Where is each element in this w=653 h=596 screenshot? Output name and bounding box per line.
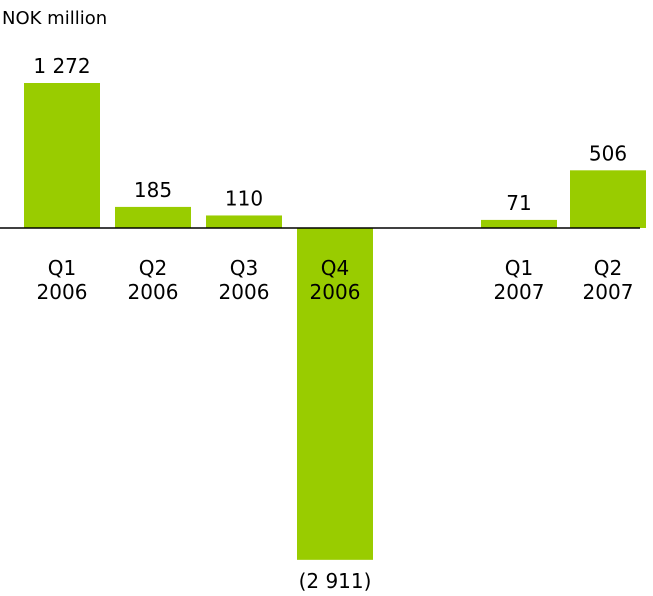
value-label-2: 110 [225,186,263,210]
bar-5 [570,170,646,228]
category-label-2-line-0: Q3 [230,256,258,280]
bar-0 [24,83,100,228]
category-label-5-line-0: Q2 [594,256,622,280]
bar-1 [115,206,191,228]
category-label-4-line-1: 2007 [494,280,545,304]
value-label-5: 506 [589,141,627,165]
bars-group [24,83,646,560]
category-label-5-line-1: 2007 [583,280,634,304]
value-label-0: 1 272 [33,54,90,78]
category-label-4-line-0: Q1 [505,256,533,280]
category-label-3-line-0: Q4 [321,256,349,280]
value-labels-group: 1 272 185 110 (2 911) 71 506 [33,54,627,593]
unit-label: NOK million [2,8,107,29]
bar-2 [206,215,282,228]
category-label-0-line-0: Q1 [48,256,76,280]
value-label-3: (2 911) [299,569,372,593]
category-label-2-line-1: 2006 [219,280,270,304]
value-label-1: 185 [134,178,172,202]
category-label-1-line-0: Q2 [139,256,167,280]
category-label-3-line-1: 2006 [310,280,361,304]
bar-4 [481,219,557,228]
category-label-1-line-1: 2006 [128,280,179,304]
value-label-4: 71 [506,191,531,215]
category-label-0-line-1: 2006 [37,280,88,304]
bar-3 [297,228,373,560]
